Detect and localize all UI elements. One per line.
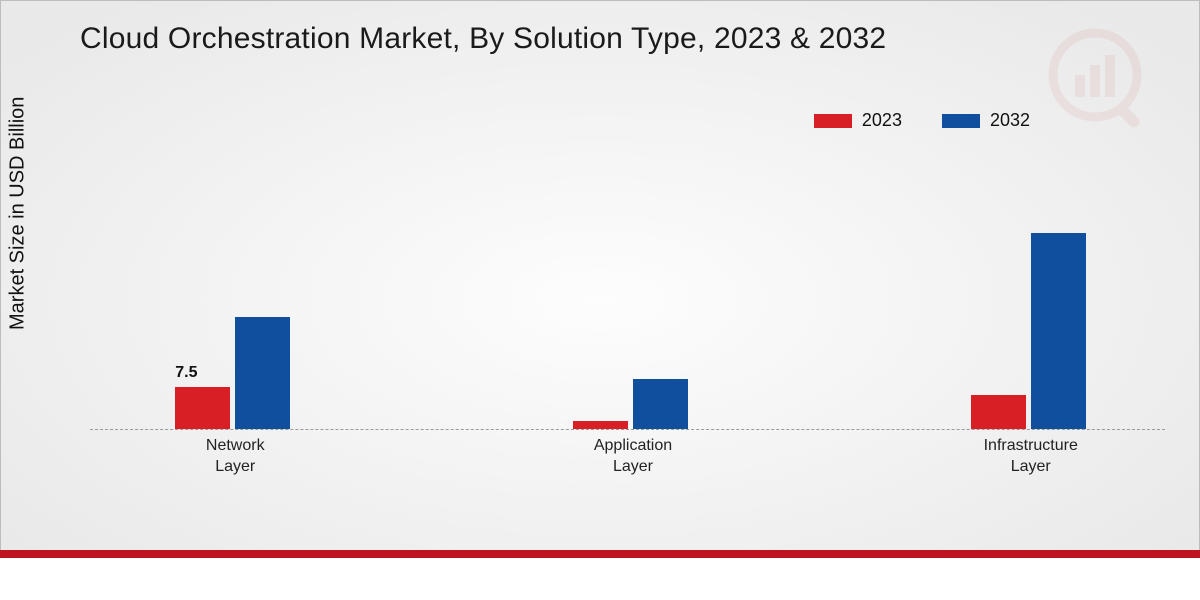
bar-2032 [633,379,688,429]
chart-title: Cloud Orchestration Market, By Solution … [80,22,886,56]
legend-swatch [942,114,980,128]
footer-fill [0,558,1200,600]
x-tick-label: InfrastructureLayer [961,436,1101,478]
x-axis-baseline [90,429,1165,430]
watermark-logo [1040,20,1160,145]
plot-area: 7.5 NetworkLayer ApplicationLayer Infras… [90,150,1165,430]
x-tick-label: NetworkLayer [165,436,305,478]
value-label: 7.5 [175,364,197,382]
bar-2032 [235,317,290,429]
bar-2023 [573,421,628,429]
bar-2023 [175,387,230,429]
legend-item-2023: 2023 [814,110,902,131]
bar-2032 [1031,233,1086,429]
y-axis-label: Market Size in USD Billion [7,97,30,330]
legend-label: 2032 [990,110,1030,131]
x-tick-label: ApplicationLayer [563,436,703,478]
footer-accent [0,550,1200,558]
legend: 2023 2032 [814,110,1030,131]
bar-2023 [971,395,1026,429]
legend-swatch [814,114,852,128]
legend-label: 2023 [862,110,902,131]
legend-item-2032: 2032 [942,110,1030,131]
